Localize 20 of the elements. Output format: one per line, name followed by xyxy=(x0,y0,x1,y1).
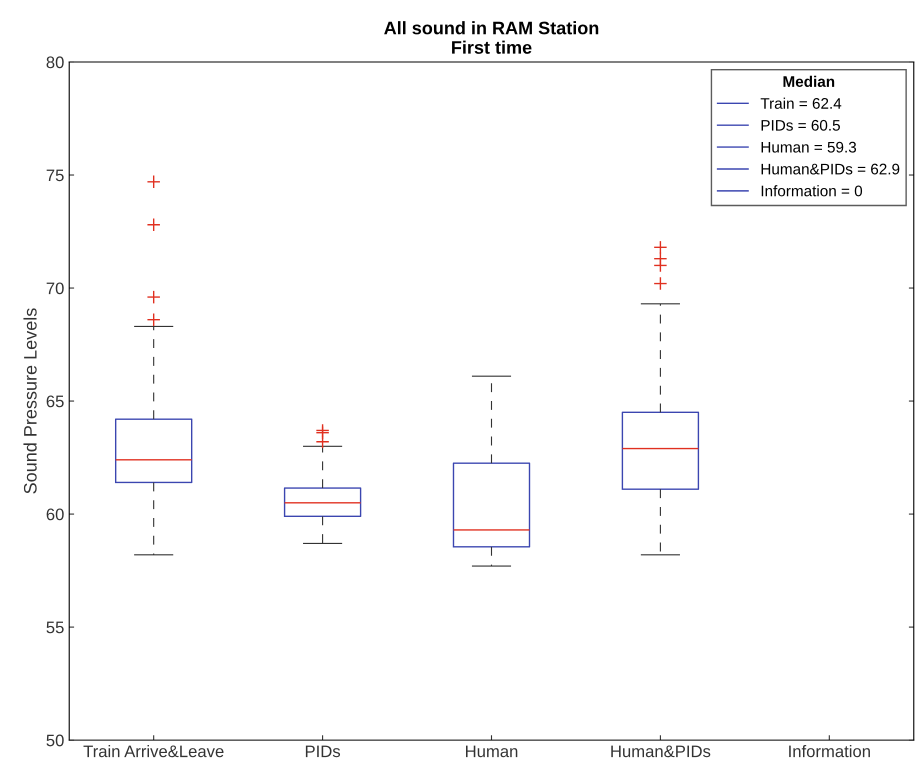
annotation: Human&PIDs = 62.9 xyxy=(762,164,900,174)
y-tick-label: 60 xyxy=(46,508,64,520)
legend-title: Median xyxy=(783,76,834,87)
y-axis-title: Sound Pressure Levels xyxy=(23,308,37,494)
y-tick-label: 70 xyxy=(46,282,64,294)
x-tick-label: PIDs xyxy=(306,746,340,758)
x-tick-label: Train Arrive&Leave xyxy=(84,744,224,758)
y-tick-label: 50 xyxy=(46,734,64,746)
y-tick-label: 55 xyxy=(46,622,64,634)
x-tick-label: Information xyxy=(789,744,870,758)
y-tick-label: 80 xyxy=(46,56,64,68)
y-tick-label: 75 xyxy=(46,170,64,182)
annotation: Human = 59.3 xyxy=(762,142,856,153)
y-tick-label: 65 xyxy=(46,395,64,408)
x-tick-label: Human&PIDs xyxy=(611,746,710,758)
chart-title: All sound in RAM Station First time xyxy=(384,21,598,54)
annotation: Train = 62.4 xyxy=(760,98,842,109)
annotation: Information = 0 xyxy=(762,185,862,196)
x-tick-label: Human xyxy=(466,746,518,758)
annotation: PIDs = 60.5 xyxy=(762,120,840,131)
